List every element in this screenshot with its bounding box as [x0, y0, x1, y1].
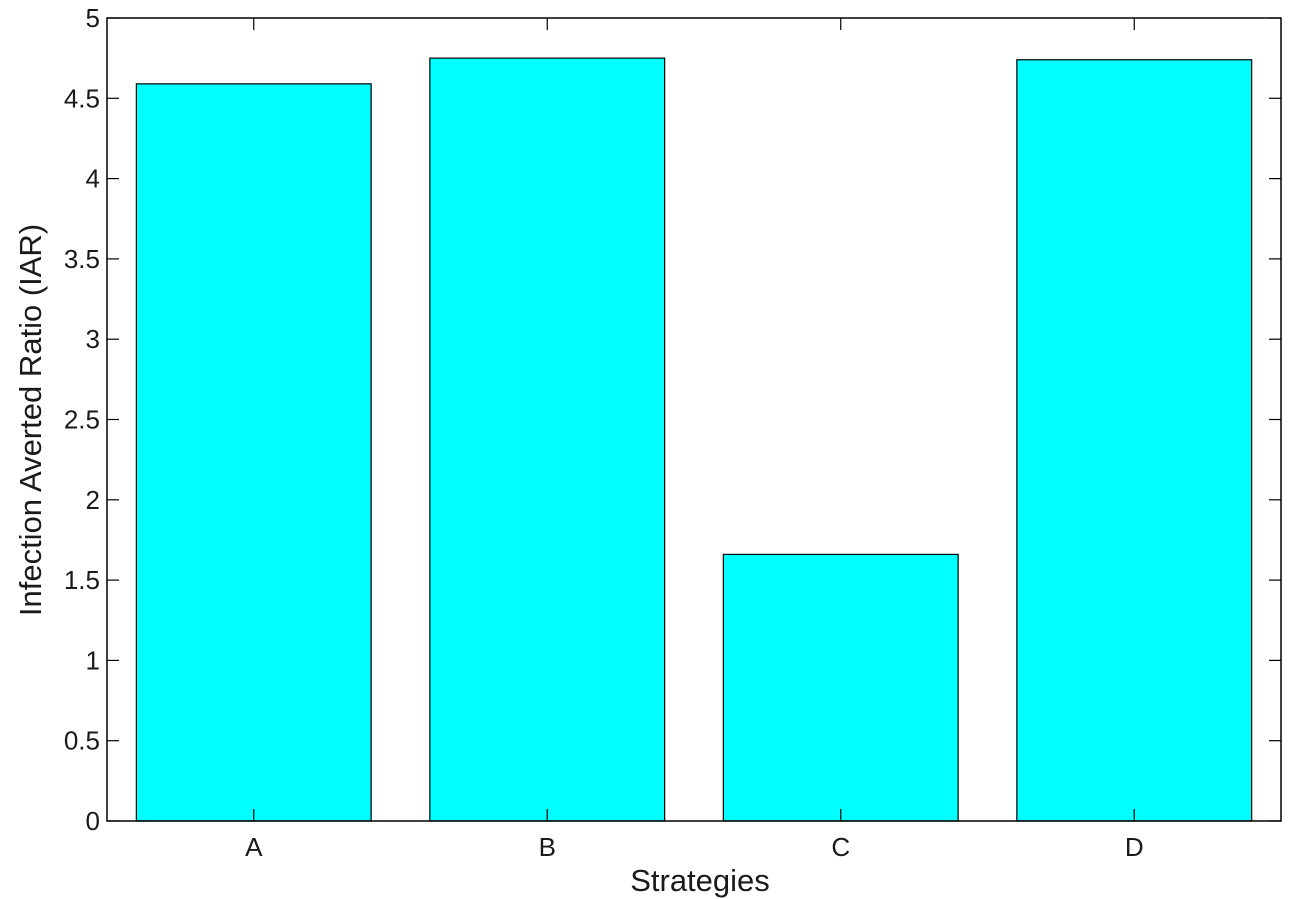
- x-tick-label: B: [539, 832, 556, 862]
- y-tick-label: 2: [86, 485, 100, 515]
- y-tick-label: 2.5: [64, 405, 100, 435]
- ticks-group: [107, 17, 1281, 822]
- x-tick-label: D: [1125, 832, 1144, 862]
- y-tick-label: 3: [86, 324, 100, 354]
- x-tick-label: C: [831, 832, 850, 862]
- y-tick-label: 1: [86, 645, 100, 675]
- y-tick-labels: 0 0.5 1 1.5 2 2.5 3 3.5 4 4.5 5: [64, 3, 100, 836]
- bar-D: [1016, 59, 1253, 822]
- y-tick-label: 4.5: [64, 83, 100, 113]
- x-axis-label: Strategies: [630, 863, 770, 898]
- y-tick-label: 5: [86, 3, 100, 33]
- y-tick-label: 4: [86, 164, 100, 194]
- x-tick-label: A: [245, 832, 263, 862]
- y-tick-label: 3.5: [64, 244, 100, 274]
- y-tick-label: 0: [86, 806, 100, 836]
- y-axis-label: Infection Averted Ratio (IAR): [13, 224, 48, 616]
- bar-C: [722, 553, 959, 822]
- x-tick-labels: A B C D: [245, 832, 1144, 862]
- bars-group: [135, 57, 1253, 822]
- bar-B: [429, 57, 666, 822]
- plot-area-frame: [106, 17, 1282, 822]
- y-tick-label: 1.5: [64, 565, 100, 595]
- bar-A: [135, 83, 372, 822]
- y-tick-label: 0.5: [64, 726, 100, 756]
